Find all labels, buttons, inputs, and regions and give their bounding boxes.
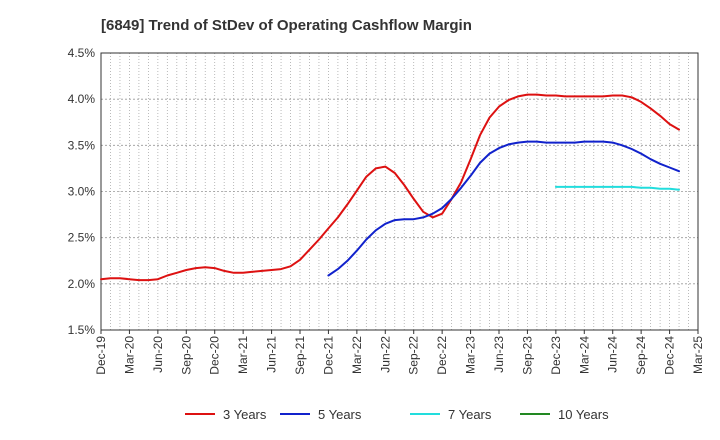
x-tick-label: Mar-21 xyxy=(236,336,250,374)
series-line-7-years xyxy=(554,185,680,191)
y-tick-label: 2.0% xyxy=(68,277,96,291)
x-tick-label: Jun-23 xyxy=(492,336,506,373)
x-tick-label: Mar-23 xyxy=(464,336,478,374)
x-tick-label: Mar-25 xyxy=(691,336,705,374)
x-tick-label: Sep-20 xyxy=(179,336,193,375)
y-tick-label: 2.5% xyxy=(68,231,96,245)
x-tick-label: Mar-20 xyxy=(122,336,136,374)
x-tick-label: Dec-22 xyxy=(435,336,449,375)
chart-title: [6849] Trend of StDev of Operating Cashf… xyxy=(101,17,472,34)
x-tick-label: Dec-24 xyxy=(663,336,677,375)
series-lines xyxy=(100,93,680,282)
x-tick-label: Sep-21 xyxy=(293,336,307,375)
x-tick-label: Jun-20 xyxy=(151,336,165,373)
x-tick-label: Jun-22 xyxy=(378,336,392,373)
legend-label-3-years: 3 Years xyxy=(223,407,267,422)
x-tick-label: Jun-24 xyxy=(606,336,620,373)
x-tick-label: Dec-19 xyxy=(94,336,108,375)
x-tick-label: Dec-23 xyxy=(549,336,563,375)
x-tick-label: Sep-22 xyxy=(407,336,421,375)
y-tick-label: 4.0% xyxy=(68,92,96,106)
series-line-3-years xyxy=(100,93,680,282)
legend-label-10-years: 10 Years xyxy=(558,407,609,422)
x-tick-label: Mar-22 xyxy=(350,336,364,374)
x-axis-ticks: Dec-19 Mar-20 Jun-20 Sep-20 Dec-20 Mar-21 Jun-… xyxy=(94,330,705,375)
x-tick-label: Sep-24 xyxy=(634,336,648,375)
legend: 3 Years 5 Years 7 Years 10 Years xyxy=(185,407,609,422)
grid xyxy=(101,53,698,330)
y-tick-label: 4.5% xyxy=(68,46,96,60)
plot-frame xyxy=(100,52,699,331)
x-tick-label: Sep-23 xyxy=(520,336,534,375)
y-tick-label: 3.0% xyxy=(68,185,96,199)
y-axis-ticks: 1.5% 2.0% 2.5% 3.0% 3.5% 4.0% 4.5% xyxy=(68,46,96,337)
x-tick-label: Mar-24 xyxy=(577,336,591,374)
y-tick-label: 3.5% xyxy=(68,138,96,152)
y-tick-label: 1.5% xyxy=(68,323,96,337)
legend-label-7-years: 7 Years xyxy=(448,407,492,422)
x-tick-label: Dec-20 xyxy=(208,336,222,375)
legend-label-5-years: 5 Years xyxy=(318,407,362,422)
x-tick-label: Jun-21 xyxy=(265,336,279,373)
series-line-5-years xyxy=(327,140,680,277)
x-tick-label: Dec-21 xyxy=(321,336,335,375)
